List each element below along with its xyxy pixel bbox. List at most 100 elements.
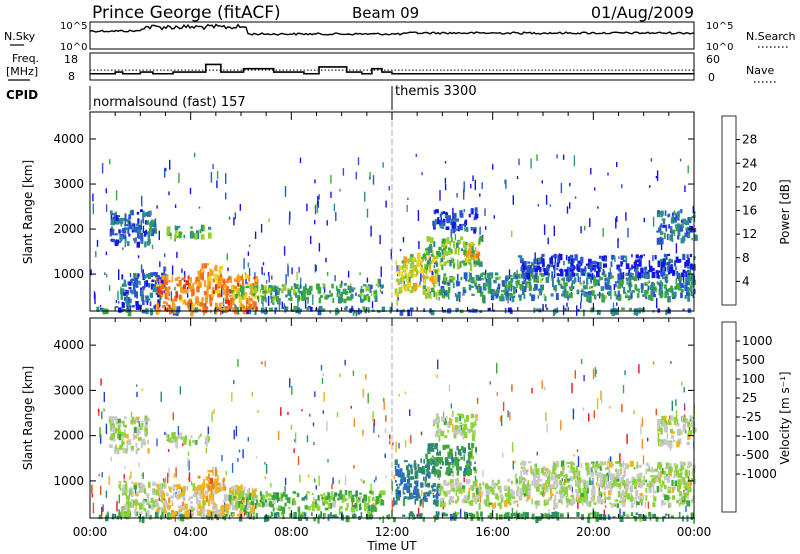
echo-cell xyxy=(257,410,259,413)
echo-cell xyxy=(92,502,95,514)
echo-cell xyxy=(213,409,215,415)
echo-cell xyxy=(330,175,332,184)
echo-cell xyxy=(320,364,323,371)
echo-cell xyxy=(385,200,387,208)
echo-cell xyxy=(314,478,316,483)
echo-cell xyxy=(155,292,158,296)
nsky-trace xyxy=(89,23,695,36)
echo-cell xyxy=(101,472,103,478)
echo-cell xyxy=(621,403,623,413)
echo-region xyxy=(464,245,480,263)
echo-cell xyxy=(652,216,655,227)
echo-cell xyxy=(289,211,291,221)
echo-cell xyxy=(547,237,549,245)
echo-cell xyxy=(179,386,182,395)
echo-cell xyxy=(163,478,165,483)
echo-cell xyxy=(314,391,316,398)
power-ylabel: Slant Range [km] xyxy=(21,160,35,264)
echo-cell xyxy=(278,431,280,440)
echo-cell xyxy=(474,179,476,190)
echo-cell xyxy=(168,486,170,489)
echo-cell xyxy=(379,278,381,287)
echo-region xyxy=(230,283,270,304)
echo-cell xyxy=(385,415,387,422)
echo-cell xyxy=(90,269,92,276)
velocity-colorbar-label: Velocity [m s⁻¹] xyxy=(778,371,792,464)
echo-cell xyxy=(255,456,258,459)
echo-cell xyxy=(479,496,481,503)
echo-cell xyxy=(421,489,423,496)
x-tick-label: 12:00 xyxy=(375,525,410,539)
echo-cell xyxy=(583,375,585,382)
echo-cell xyxy=(278,302,281,312)
freq-tick-top: 18 xyxy=(64,53,78,66)
echo-cell xyxy=(599,291,601,299)
echo-cell xyxy=(106,274,108,278)
echo-cell xyxy=(102,504,104,512)
echo-cell xyxy=(607,172,609,176)
echo-cell xyxy=(383,401,385,410)
echo-cell xyxy=(151,244,154,250)
echo-cell xyxy=(656,170,659,181)
echo-cell xyxy=(438,477,440,481)
echo-cell xyxy=(499,416,502,422)
echo-cell xyxy=(383,397,385,402)
echo-cell xyxy=(216,171,219,180)
cpid-label: CPID xyxy=(6,88,38,102)
echo-cell xyxy=(681,381,683,386)
echo-cell xyxy=(105,423,108,435)
echo-cell xyxy=(262,262,265,266)
y-tick-label: 3000 xyxy=(53,177,84,191)
echo-cell xyxy=(373,422,375,433)
echo-cell xyxy=(222,297,225,307)
echo-cell xyxy=(322,372,324,377)
freq-panel: Freq. [MHz] 18 8 60 0 Nave xyxy=(6,52,776,84)
echo-region xyxy=(432,207,479,234)
echo-cell xyxy=(450,229,452,238)
echo-cell xyxy=(580,301,582,309)
echo-cell xyxy=(288,216,291,225)
echo-cell xyxy=(616,302,618,306)
echo-region xyxy=(166,432,210,449)
echo-cell xyxy=(404,440,407,448)
echo-cell xyxy=(118,509,120,514)
echo-cell xyxy=(188,476,190,481)
echo-cell xyxy=(156,438,158,447)
echo-cell xyxy=(485,226,487,230)
cpid-mode-0: normalsound (fast) 157 xyxy=(93,95,246,110)
echo-cell xyxy=(360,294,362,303)
echo-cell xyxy=(170,291,173,302)
echo-cell xyxy=(548,508,550,519)
echo-cell xyxy=(284,485,286,492)
echo-cell xyxy=(267,296,270,306)
nsky-bottom-tick: 10^0 xyxy=(60,42,87,53)
echo-cell xyxy=(312,422,315,427)
echo-cell xyxy=(299,474,301,483)
echo-cell xyxy=(364,191,366,202)
echo-cell xyxy=(691,237,693,241)
echo-cell xyxy=(545,194,548,205)
echo-cell xyxy=(501,415,503,426)
echo-cell xyxy=(556,154,558,159)
echo-cell xyxy=(304,496,306,499)
echo-cell xyxy=(296,271,298,281)
echo-cell xyxy=(541,380,543,390)
echo-cell xyxy=(205,447,207,454)
echo-cell xyxy=(142,269,144,276)
echo-cell xyxy=(613,284,615,290)
echo-cell xyxy=(169,159,171,170)
echo-cell xyxy=(97,408,100,413)
echo-cell xyxy=(596,398,599,410)
echo-cell xyxy=(108,475,110,485)
echo-cell xyxy=(385,475,387,478)
colorbar-tick-label: 16 xyxy=(742,204,757,218)
echo-cell xyxy=(239,204,241,211)
echo-cell xyxy=(284,186,287,197)
nave-label: Nave xyxy=(746,64,774,77)
echo-cell xyxy=(508,269,511,279)
echo-cell xyxy=(670,361,672,364)
echo-cell xyxy=(592,368,595,380)
echo-cell xyxy=(455,489,457,497)
echo-cell xyxy=(574,196,577,199)
echo-cell xyxy=(626,433,628,444)
